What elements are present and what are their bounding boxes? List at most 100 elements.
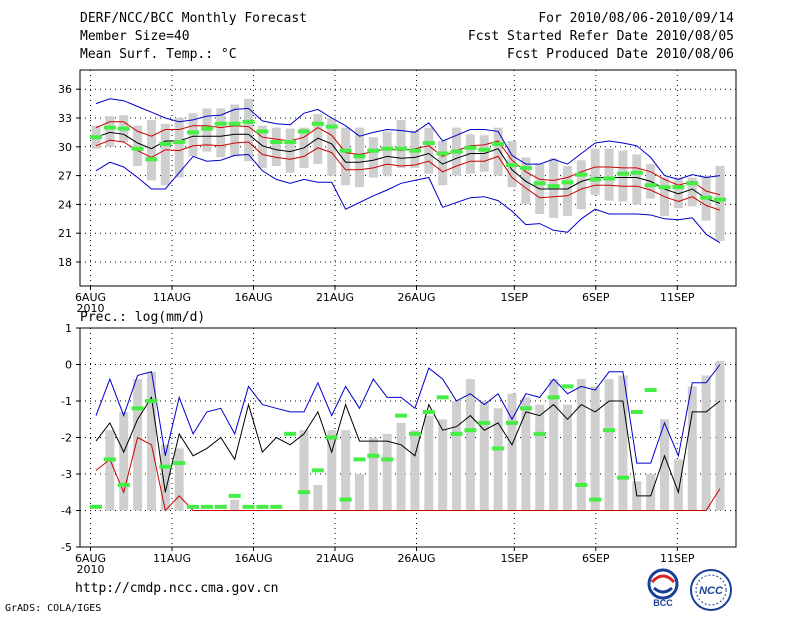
temperature-spread-box [382,131,392,176]
temperature-observed-marker [589,177,602,182]
precipitation-spread-box [618,375,628,511]
temperature-observed-marker [270,140,283,144]
precipitation-ytick-label: -2 [61,432,72,445]
temperature-xtick-label: 6SEP [582,291,610,304]
source-url[interactable]: http://cmdp.ncc.cma.gov.cn [75,581,279,596]
precipitation-observed-marker [242,504,255,509]
precipitation-ytick-label: 0 [65,359,72,372]
ncc-logo: NCC [690,569,732,611]
precipitation-spread-box [604,379,614,511]
precipitation-observed-marker [214,504,227,509]
precipitation-observed-marker [325,435,338,440]
temperature-spread-box [687,177,697,207]
header-left: DERF/NCC/BCC Monthly Forecast Member Siz… [80,10,307,64]
precip-panel-title: Prec.: log(mm/d) [80,310,206,325]
precipitation-spread-box [299,430,309,511]
temperature-lower-inner-line [95,139,721,211]
precipitation-spread-box [119,411,129,511]
temperature-observed-marker [117,126,130,131]
temperature-spread-box [493,127,503,176]
precipitation-ytick-label: 1 [65,322,72,335]
temperature-observed-marker [311,121,324,126]
temperature-observed-marker [131,146,144,151]
precipitation-observed-marker [408,431,421,436]
precipitation-xtick-label: 1SEP [501,552,529,565]
variable-label: Mean Surf. Temp.: °C [80,47,237,62]
temperature-observed-marker [616,171,629,176]
temperature-observed-marker [103,125,116,130]
temperature-observed-marker [187,130,200,135]
temperature-ytick-label: 27 [58,170,72,183]
precipitation-spread-box [493,408,503,511]
temperature-observed-marker [145,157,158,162]
precipitation-observed-marker [200,504,213,509]
temperature-spread-box [133,125,143,166]
temperature-ytick-label: 24 [58,198,72,211]
precipitation-spread-box [590,386,600,511]
temperature-spread-box [216,108,226,158]
precipitation-spread-box [313,484,323,511]
temperature-observed-marker [256,129,269,134]
temperature-spread-box [618,150,628,202]
precipitation-observed-marker [630,409,643,414]
temperature-observed-marker [464,145,477,150]
precipitation-xtick-label: 21AUG [316,552,354,565]
temperature-xtick-label: 16AUG [234,291,272,304]
temperature-spread-box [313,114,323,165]
temperature-spread-box [424,127,434,174]
precipitation-spread-box [368,437,378,511]
temperature-spread-box [396,119,406,168]
precipitation-observed-marker [450,431,463,436]
precipitation-xtick-label: 11SEP [660,552,695,565]
temperature-observed-marker [353,154,366,159]
temperature-spread-box [257,125,267,168]
precipitation-observed-marker [464,428,477,433]
temperature-observed-marker [714,197,726,202]
temperature-observed-marker [700,195,713,200]
header-right: For 2010/08/06-2010/09/14 Fcst Started R… [468,10,734,64]
temperature-spread-box [146,119,156,181]
precipitation-observed-marker [311,468,324,473]
temperature-spread-box [230,104,240,157]
precipitation-spread-box [673,459,683,511]
temperature-observed-marker [561,180,574,185]
temperature-observed-marker [547,184,560,189]
precipitation-spread-box [521,397,531,511]
bcc-logo: BCC [647,568,679,608]
temperature-xtick-label: 11SEP [660,291,695,304]
temperature-ytick-label: 30 [58,141,72,154]
precipitation-spread-box [230,499,240,511]
temperature-observed-marker [519,165,532,170]
temperature-observed-marker [575,172,588,177]
temperature-observed-marker [658,185,671,190]
precipitation-spread-box [715,360,725,511]
temperature-spread-box [590,148,600,195]
ncc-logo-text: NCC [699,585,724,597]
precipitation-observed-marker [270,504,283,509]
precipitation-xtick-label: 6SEP [582,552,610,565]
precipitation-lower-outer-line [95,436,721,512]
precipitation-observed-marker [395,413,408,418]
temperature-observed-marker [395,146,408,151]
precipitation-observed-marker [117,482,130,487]
temperature-spread-box [576,160,586,210]
precipitation-ytick-label: -4 [61,505,72,518]
precipitation-spread-box [465,379,475,511]
temperature-observed-marker [214,121,227,126]
precipitation-spread-box [452,401,462,511]
temperature-observed-marker [533,181,546,186]
temperature-spread-box [438,141,448,186]
precipitation-spread-box [424,415,434,511]
temperature-spread-box [327,118,337,176]
temperature-observed-marker [381,146,394,151]
precipitation-spread-box [354,474,364,511]
precipitation-observed-marker [90,504,102,509]
temperature-ytick-label: 33 [58,112,72,125]
chart-title: DERF/NCC/BCC Monthly Forecast [80,11,307,26]
precipitation-observed-marker [436,395,449,400]
precipitation-spread-box [133,379,143,511]
temperature-mean-line [95,131,721,204]
precipitation-xtick-label: 26AUG [397,552,435,565]
temperature-observed-marker [672,185,685,190]
